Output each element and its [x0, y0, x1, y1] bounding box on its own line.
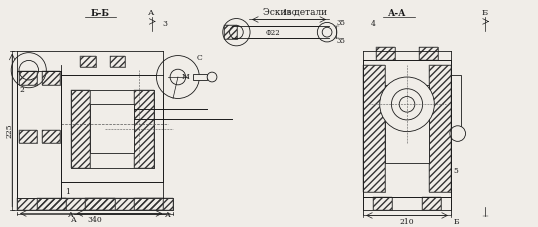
Text: А: А	[148, 9, 155, 17]
Text: 340: 340	[88, 216, 102, 225]
Circle shape	[11, 53, 46, 88]
Text: А: А	[68, 211, 74, 219]
Circle shape	[399, 96, 415, 112]
Text: Б: Б	[454, 218, 459, 226]
Circle shape	[380, 77, 434, 132]
Text: Б-Б: Б-Б	[90, 9, 109, 18]
Bar	[70, 90, 90, 168]
Circle shape	[170, 69, 186, 85]
Text: 160: 160	[282, 9, 296, 17]
Bar	[17, 71, 61, 198]
Text: М: М	[182, 73, 189, 81]
Text: А: А	[70, 216, 76, 225]
Bar	[90, 104, 134, 153]
Bar	[86, 198, 115, 210]
Bar	[134, 198, 164, 210]
Bar	[37, 198, 66, 210]
Bar	[43, 130, 60, 143]
Bar	[80, 56, 96, 67]
Circle shape	[19, 60, 39, 80]
Circle shape	[207, 72, 217, 82]
Bar	[17, 198, 173, 210]
Bar	[363, 65, 385, 192]
Bar	[231, 26, 329, 38]
Text: Б: Б	[482, 9, 488, 17]
Bar	[373, 197, 392, 210]
Text: А-А: А-А	[388, 9, 407, 18]
Bar	[376, 47, 395, 60]
Bar	[110, 56, 125, 67]
Text: 3: 3	[162, 20, 168, 28]
Text: 5: 5	[454, 167, 458, 175]
Bar	[422, 197, 441, 210]
Bar	[134, 90, 153, 168]
Bar	[17, 198, 173, 210]
Circle shape	[223, 19, 250, 46]
Bar	[37, 198, 66, 210]
Bar	[422, 197, 441, 210]
Bar	[43, 71, 60, 85]
Bar	[193, 74, 207, 80]
Bar	[419, 47, 438, 60]
Bar	[363, 197, 451, 210]
Bar	[80, 56, 96, 67]
Bar	[429, 65, 451, 192]
Bar	[376, 47, 395, 60]
Bar	[385, 85, 429, 163]
Bar	[43, 130, 60, 143]
Circle shape	[230, 25, 243, 39]
Bar	[224, 25, 237, 39]
Text: Эскиз детали: Эскиз детали	[263, 8, 327, 17]
Text: А: А	[165, 211, 171, 219]
Circle shape	[317, 22, 337, 42]
Bar	[451, 75, 461, 133]
Bar	[110, 56, 125, 67]
Bar	[17, 198, 173, 210]
Circle shape	[157, 56, 200, 99]
Text: 210: 210	[400, 218, 414, 226]
Bar	[70, 90, 153, 168]
Bar	[70, 90, 90, 168]
Bar	[363, 65, 385, 192]
Bar	[19, 71, 37, 85]
Bar	[43, 71, 60, 85]
Bar	[86, 198, 115, 210]
Text: 2: 2	[19, 86, 24, 94]
Bar	[429, 65, 451, 192]
Text: С: С	[196, 54, 202, 62]
Circle shape	[322, 27, 332, 37]
Text: Ф22: Ф22	[266, 29, 280, 37]
Bar	[19, 130, 37, 143]
Bar	[134, 198, 164, 210]
Bar	[373, 197, 392, 210]
Text: 4: 4	[371, 20, 376, 28]
Text: 225: 225	[5, 123, 13, 138]
Bar	[419, 47, 438, 60]
Text: 35: 35	[337, 37, 346, 45]
Bar	[363, 60, 451, 197]
Bar	[19, 71, 37, 85]
Bar	[134, 90, 153, 168]
Bar	[224, 25, 237, 39]
Text: 1: 1	[65, 188, 70, 196]
Text: 35: 35	[337, 19, 346, 27]
Circle shape	[392, 89, 423, 120]
Circle shape	[450, 126, 465, 141]
Bar	[19, 130, 37, 143]
Bar	[61, 75, 164, 182]
